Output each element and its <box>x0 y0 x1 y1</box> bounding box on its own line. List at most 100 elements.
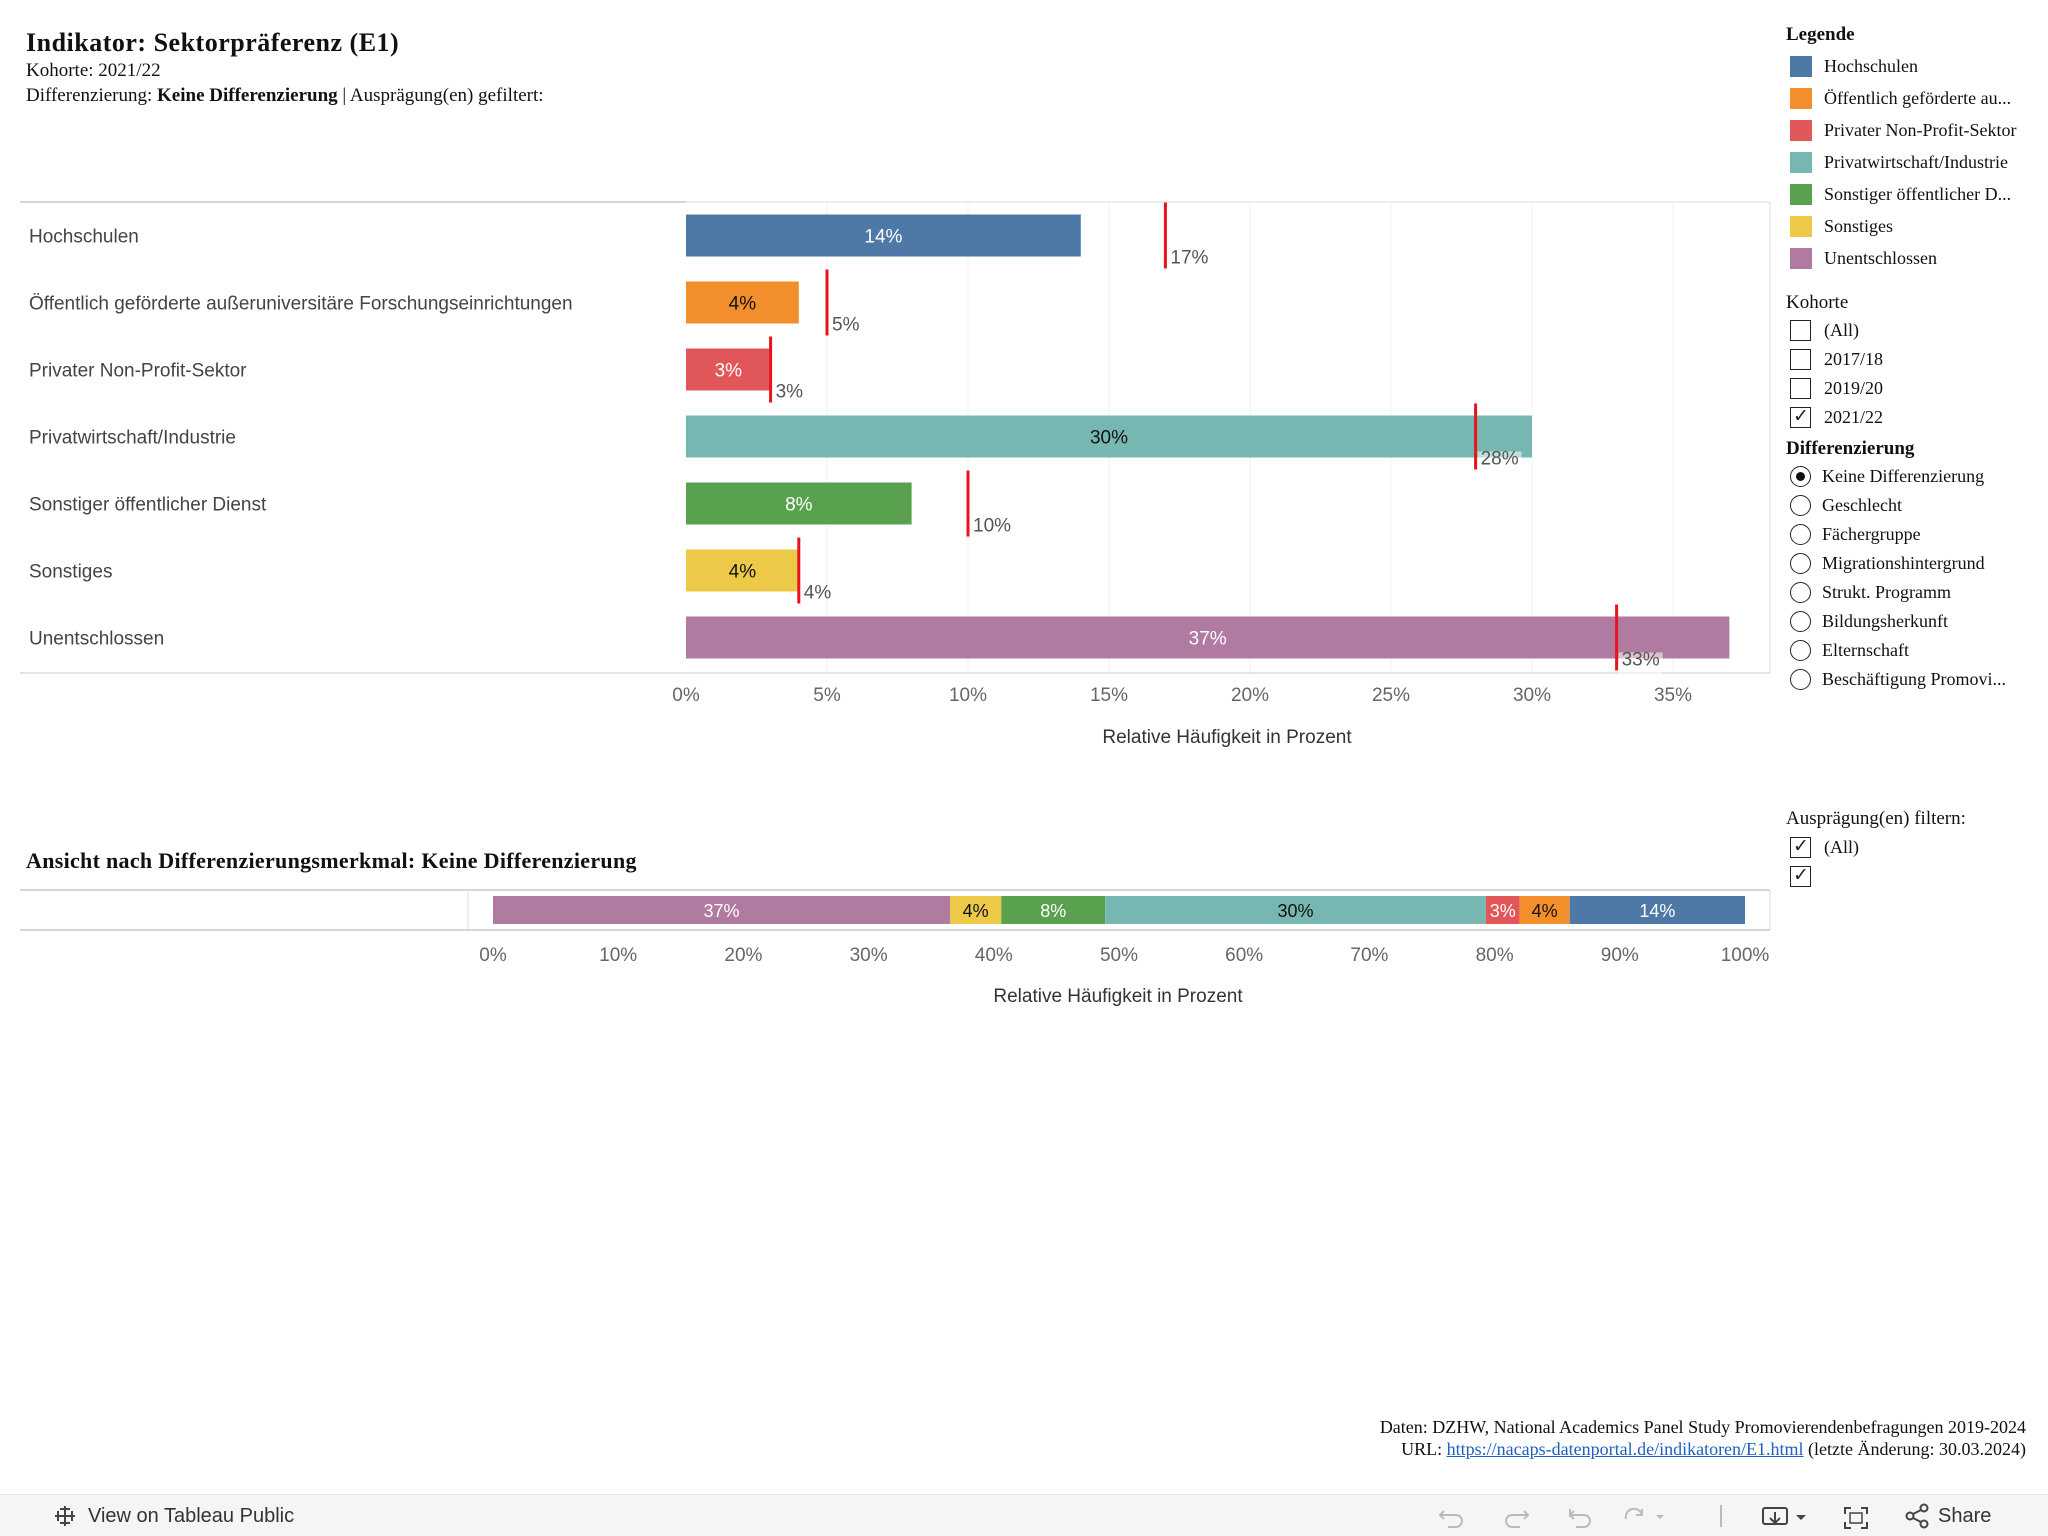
radio-button[interactable] <box>1790 466 1811 487</box>
kohorte-label: Kohorte: <box>26 60 94 81</box>
kohorte-option-label: 2019/20 <box>1824 378 1884 398</box>
category-label: Privater Non-Profit-Sektor <box>29 361 247 382</box>
legend-item[interactable]: Hochschulen <box>1786 50 2048 82</box>
bar-value-label: 30% <box>1090 428 1128 449</box>
category-label: Hochschulen <box>29 227 139 248</box>
bar[interactable] <box>686 214 1081 257</box>
bar[interactable] <box>686 482 912 525</box>
checkbox[interactable] <box>1790 405 1811 428</box>
auspraegung-option[interactable]: (All) <box>1786 833 2048 862</box>
category-label: Sonstiges <box>29 562 112 583</box>
radio-button[interactable] <box>1790 669 1811 690</box>
legend-label: Privatwirtschaft/Industrie <box>1824 151 2008 172</box>
kohorte-option[interactable]: (All) <box>1786 316 2048 345</box>
bar[interactable] <box>686 616 1730 659</box>
kohorte-option[interactable]: 2017/18 <box>1786 345 2048 374</box>
differenzierung-filter-title: Differenzierung <box>1786 438 1915 459</box>
x-tick-label: 70% <box>1350 945 1388 966</box>
legend-item[interactable]: Öffentlich geförderte au... <box>1786 82 2048 114</box>
download-icon[interactable] <box>1760 1505 1810 1531</box>
differenzierung-option-label: Elternschaft <box>1822 640 1909 660</box>
stacked-segment[interactable] <box>493 896 950 924</box>
differenzierung-option-label: Fächergruppe <box>1822 524 1921 544</box>
legend-item[interactable]: Sonstiges <box>1786 210 2048 242</box>
fullscreen-icon[interactable] <box>1842 1505 1870 1531</box>
radio-button[interactable] <box>1790 524 1811 545</box>
kohorte-line: Kohorte: 2021/22 <box>26 58 544 83</box>
differenzierung-option[interactable]: Bildungsherkunft <box>1786 607 2048 636</box>
differenzierung-option-label: Geschlecht <box>1822 495 1902 515</box>
segment-value-label: 4% <box>1532 901 1558 921</box>
legend-swatch <box>1790 119 1812 141</box>
tableau-logo-icon <box>55 1506 75 1526</box>
url-suffix: (letzte Änderung: 30.03.2024) <box>1808 1439 2026 1459</box>
page-title: Indikator: Sektorpräferenz (E1) <box>26 28 400 57</box>
differenzierung-option[interactable]: Fächergruppe <box>1786 520 2048 549</box>
stacked-segment[interactable] <box>1001 896 1106 924</box>
legend: Hochschulen Öffentlich geförderte au... Pr… <box>1786 50 2048 274</box>
url-line: URL: https://nacaps-datenportal.de/indik… <box>1380 1438 2026 1460</box>
stacked-segment[interactable] <box>1105 896 1486 924</box>
stacked-segment[interactable] <box>949 896 1002 924</box>
x-tick-label: 20% <box>724 945 762 966</box>
legend-item[interactable]: Privater Non-Profit-Sektor <box>1786 114 2048 146</box>
footer: Daten: DZHW, National Academics Panel St… <box>1380 1416 2026 1460</box>
legend-swatch <box>1790 87 1812 109</box>
checkbox[interactable] <box>1790 864 1811 887</box>
checkbox[interactable] <box>1790 320 1811 341</box>
legend-item[interactable]: Unentschlossen <box>1786 242 2048 274</box>
bar[interactable] <box>686 549 799 592</box>
radio-button[interactable] <box>1790 495 1811 516</box>
view-on-tableau-button[interactable]: View on Tableau Public <box>52 1503 294 1529</box>
bar[interactable] <box>686 348 771 391</box>
legend-item[interactable]: Sonstiger öffentlicher D... <box>1786 178 2048 210</box>
differenzierung-option-label: Keine Differenzierung <box>1822 466 1985 486</box>
differenzierung-option[interactable]: Beschäftigung Promovi... <box>1786 665 2048 694</box>
checkbox[interactable] <box>1790 378 1811 399</box>
source-link[interactable]: https://nacaps-datenportal.de/indikatore… <box>1446 1439 1804 1459</box>
radio-button[interactable] <box>1790 582 1811 603</box>
share-button[interactable]: Share <box>1904 1503 1991 1529</box>
category-label: Privatwirtschaft/Industrie <box>29 428 236 449</box>
undo-icon[interactable] <box>1436 1505 1468 1529</box>
stacked-segment[interactable] <box>1519 896 1570 924</box>
segment-value-label: 37% <box>703 901 739 921</box>
bar[interactable] <box>686 281 799 324</box>
differenzierung-option[interactable]: Elternschaft <box>1786 636 2048 665</box>
radio-button[interactable] <box>1790 640 1811 661</box>
filter-panel: Legende Hochschulen Öffentlich geförderte… <box>1786 24 2048 891</box>
reference-value-label: 10% <box>973 516 1011 537</box>
stacked-segment[interactable] <box>1485 896 1520 924</box>
redo-icon[interactable] <box>1500 1505 1532 1529</box>
auspraegung-option-label: (All) <box>1824 837 1859 857</box>
differenzierung-option[interactable]: Strukt. Programm <box>1786 578 2048 607</box>
checkbox[interactable] <box>1790 835 1811 858</box>
reference-value-label: 28% <box>1481 449 1519 470</box>
reference-value-label: 3% <box>776 382 804 403</box>
radio-button[interactable] <box>1790 611 1811 632</box>
bar-value-label: 8% <box>785 495 813 516</box>
kohorte-option[interactable]: 2021/22 <box>1786 403 2048 432</box>
share-label: Share <box>1938 1504 1992 1527</box>
differenzierung-option-label: Strukt. Programm <box>1822 582 1951 602</box>
differenzierung-option[interactable]: Migrationshintergrund <box>1786 549 2048 578</box>
bar[interactable] <box>686 415 1532 458</box>
legend-item[interactable]: Privatwirtschaft/Industrie <box>1786 146 2048 178</box>
checkbox[interactable] <box>1790 349 1811 370</box>
legend-label: Unentschlossen <box>1824 247 1937 268</box>
auspraegung-option[interactable] <box>1786 862 2048 891</box>
revert-icon[interactable] <box>1564 1505 1596 1529</box>
differenzierung-option[interactable]: Geschlecht <box>1786 491 2048 520</box>
tableau-toolbar: View on Tableau Public Share <box>0 1494 2048 1536</box>
radio-button[interactable] <box>1790 553 1811 574</box>
x-tick-label: 0% <box>479 945 507 966</box>
x-tick-label: 25% <box>1372 685 1410 706</box>
stacked-segment[interactable] <box>1569 896 1745 924</box>
view-on-tableau-label: View on Tableau Public <box>88 1504 295 1527</box>
differenzierung-filter: Keine Differenzierung Geschlecht Fächergru… <box>1786 462 2048 694</box>
main-bar-chart: 0% 5% 10% 15% 20% 25% 30% 35% Relative Häufigkei… <box>20 201 1771 748</box>
differenzierung-option[interactable]: Keine Differenzierung <box>1786 462 2048 491</box>
x-tick-label: 90% <box>1601 945 1639 966</box>
refresh-icon[interactable] <box>1622 1505 1670 1529</box>
kohorte-option[interactable]: 2019/20 <box>1786 374 2048 403</box>
